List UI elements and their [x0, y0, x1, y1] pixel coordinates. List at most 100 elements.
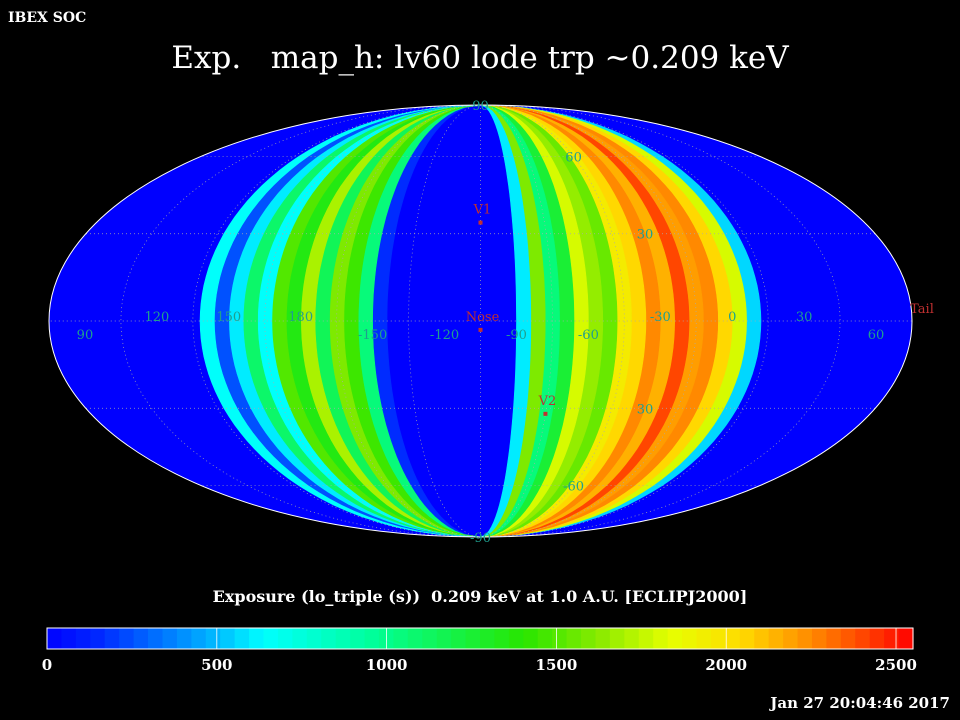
colorbar-cell [768, 628, 784, 649]
colorbar-cell [263, 628, 279, 649]
colorbar-cell [739, 628, 755, 649]
colorbar-cell [523, 628, 539, 649]
colorbar-tick-label: 1000 [366, 656, 408, 674]
colorbar-cell [451, 628, 467, 649]
marker-dot [478, 220, 483, 225]
colorbar-cell [47, 628, 63, 649]
sky-markers: V1 Nose V2 Tail [466, 203, 934, 416]
colorbar-cell [292, 628, 308, 649]
longitude-label: 60 [868, 328, 885, 343]
longitude-label: -90 [506, 328, 527, 343]
colorbar-tick-label: 2000 [705, 656, 747, 674]
colorbar-cell [840, 628, 856, 649]
meridian-line [480, 105, 841, 537]
colorbar-cell [234, 628, 250, 649]
colorbar-cell [898, 628, 914, 649]
colorbar-cell [393, 628, 409, 649]
colorbar-cell [710, 628, 726, 649]
org-label: IBEX SOC [8, 10, 87, 26]
latitude-label: -90 [470, 531, 491, 546]
latitude-label: 30 [637, 228, 654, 243]
colorbar-cell [667, 628, 683, 649]
colorbar-tick-label: 1500 [536, 656, 578, 674]
marker-dot [478, 327, 483, 332]
longitude-label: -120 [430, 328, 459, 343]
colorbar-cell [494, 628, 510, 649]
latitude-label: 30 [637, 402, 654, 417]
colorbar-title: Exposure (lo_triple (s)) 0.209 keV at 1.… [212, 587, 748, 606]
colorbar-cell [754, 628, 770, 649]
colorbar-cell [364, 628, 380, 649]
colorbar-cell [321, 628, 337, 649]
colorbar-cell [609, 628, 625, 649]
latitude-label: -60 [563, 480, 584, 495]
map-outline [48, 104, 913, 538]
colorbar-cell [407, 628, 423, 649]
colorbar-tick-label: 500 [201, 656, 232, 674]
graticule [49, 105, 912, 537]
longitude-label: -150 [358, 328, 387, 343]
colorbar-cell [552, 628, 568, 649]
colorbar-cell [61, 628, 77, 649]
longitude-label: 90 [77, 328, 94, 343]
marker-label: Tail [910, 302, 934, 317]
colorbar-cell [653, 628, 669, 649]
longitude-label: 30 [796, 310, 813, 325]
colorbar-cell [436, 628, 452, 649]
colorbar-cell [249, 628, 265, 649]
colorbar-cell [133, 628, 149, 649]
colorbar-cell [638, 628, 654, 649]
marker-label: V2 [538, 394, 557, 409]
longitude-label: 0 [728, 310, 736, 325]
colorbar-cell [220, 628, 236, 649]
colorbar-cell [595, 628, 611, 649]
map-title: Exp. map_h: lv60 lode trp ~0.209 keV [171, 40, 789, 76]
meridian-line [120, 105, 481, 537]
colorbar-cell [75, 628, 91, 649]
longitude-label: -30 [650, 310, 671, 325]
latitude-label: 90 [472, 99, 489, 114]
meridian-line [480, 105, 625, 537]
marker-label: V1 [473, 203, 492, 218]
colorbar-cell [148, 628, 164, 649]
colorbar-cell [480, 628, 496, 649]
meridian-line [408, 105, 481, 537]
colorbar-cell [306, 628, 322, 649]
colorbar-cell [696, 628, 712, 649]
colorbar-cell [797, 628, 813, 649]
colorbar-cell [682, 628, 698, 649]
colorbar-cell [104, 628, 120, 649]
colorbar-cell [422, 628, 438, 649]
colorbar-cell [783, 628, 799, 649]
longitude-label: 120 [144, 310, 169, 325]
colorbar-cell [725, 628, 741, 649]
graticule-labels: 60 30 0 -30 -60 -90 -120 -150 180 150 120 90 90 60 30 3… [77, 99, 885, 546]
colorbar-cell [811, 628, 827, 649]
colorbar-cell [277, 628, 293, 649]
colorbar: 0 500 1000 1500 2000 2500 [42, 627, 917, 674]
latitude-label: 60 [565, 150, 582, 165]
colorbar-cell [335, 628, 351, 649]
colorbar-cell [176, 628, 192, 649]
colorbar-cell [884, 628, 900, 649]
colorbar-cell [350, 628, 366, 649]
colorbar-cell [537, 628, 553, 649]
colorbar-tick-label: 0 [42, 656, 52, 674]
colorbar-cell [205, 628, 221, 649]
exposure-band [199, 105, 481, 537]
marker-dot [543, 411, 548, 416]
colorbar-cell [869, 628, 885, 649]
colorbar-cell [566, 628, 582, 649]
longitude-label: 150 [216, 310, 241, 325]
colorbar-cell [581, 628, 597, 649]
colorbar-cell [465, 628, 481, 649]
colorbar-cell [855, 628, 871, 649]
colorbar-cell [191, 628, 207, 649]
longitude-label: -60 [578, 328, 599, 343]
colorbar-cell [162, 628, 178, 649]
colorbar-tick-label: 2500 [875, 656, 917, 674]
timestamp: Jan 27 20:04:46 2017 [770, 694, 950, 712]
colorbar-cell [508, 628, 524, 649]
colorbar-cell [119, 628, 135, 649]
